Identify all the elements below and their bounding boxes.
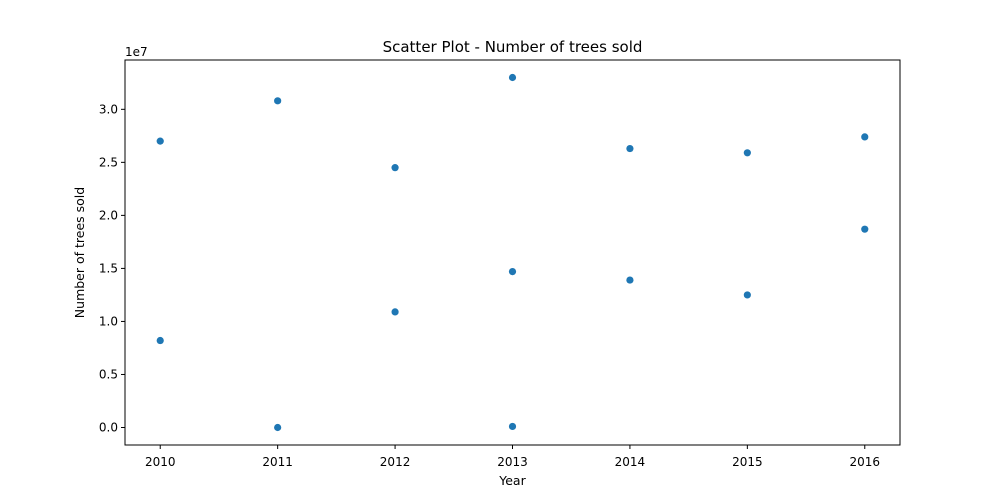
y-axis-ticks: 0.0 0.5 1.0 1.5 2.0 2.5 3.0: [99, 102, 125, 435]
y-tick-label: 0.5: [99, 367, 118, 381]
chart-title: Scatter Plot - Number of trees sold: [383, 38, 643, 56]
y-tick-label: 2.5: [99, 155, 118, 169]
scatter-point: [156, 336, 164, 345]
y-tick-label: 1.5: [99, 261, 118, 275]
scatter-point: [391, 308, 399, 316]
y-axis-offset-label: 1e7: [125, 45, 148, 59]
scatter-point: [743, 149, 751, 157]
x-tick-label: 2016: [849, 455, 880, 469]
plot-area-frame: [124, 59, 901, 446]
scatter-point: [156, 137, 164, 145]
x-axis-ticks: 2010 2011 2012 2013 2014 2015 2016: [145, 445, 880, 469]
y-tick-label: 2.0: [99, 208, 118, 222]
scatter-point: [626, 144, 634, 153]
y-tick-label: 1.0: [99, 314, 118, 328]
scatter-point: [508, 73, 517, 82]
scatter-point: [274, 423, 282, 432]
scatter-point: [861, 133, 869, 141]
scatter-point: [508, 422, 517, 431]
scatter-point: [743, 291, 751, 299]
x-tick-label: 2013: [497, 455, 528, 469]
scatter-point: [861, 225, 869, 233]
scatter-point: [508, 267, 517, 276]
x-tick-label: 2011: [262, 455, 293, 469]
x-tick-label: 2010: [145, 455, 176, 469]
x-tick-label: 2015: [732, 455, 763, 469]
x-axis-label: Year: [498, 473, 526, 488]
y-axis-label: Number of trees sold: [72, 187, 87, 318]
y-tick-label: 3.0: [99, 102, 118, 116]
x-tick-label: 2012: [380, 455, 411, 469]
y-tick-label: 0.0: [99, 421, 118, 435]
scatter-point: [274, 97, 282, 105]
scatter-point: [626, 276, 634, 284]
x-tick-label: 2014: [615, 455, 646, 469]
scatter-point: [391, 164, 399, 172]
data-points: [156, 73, 869, 432]
